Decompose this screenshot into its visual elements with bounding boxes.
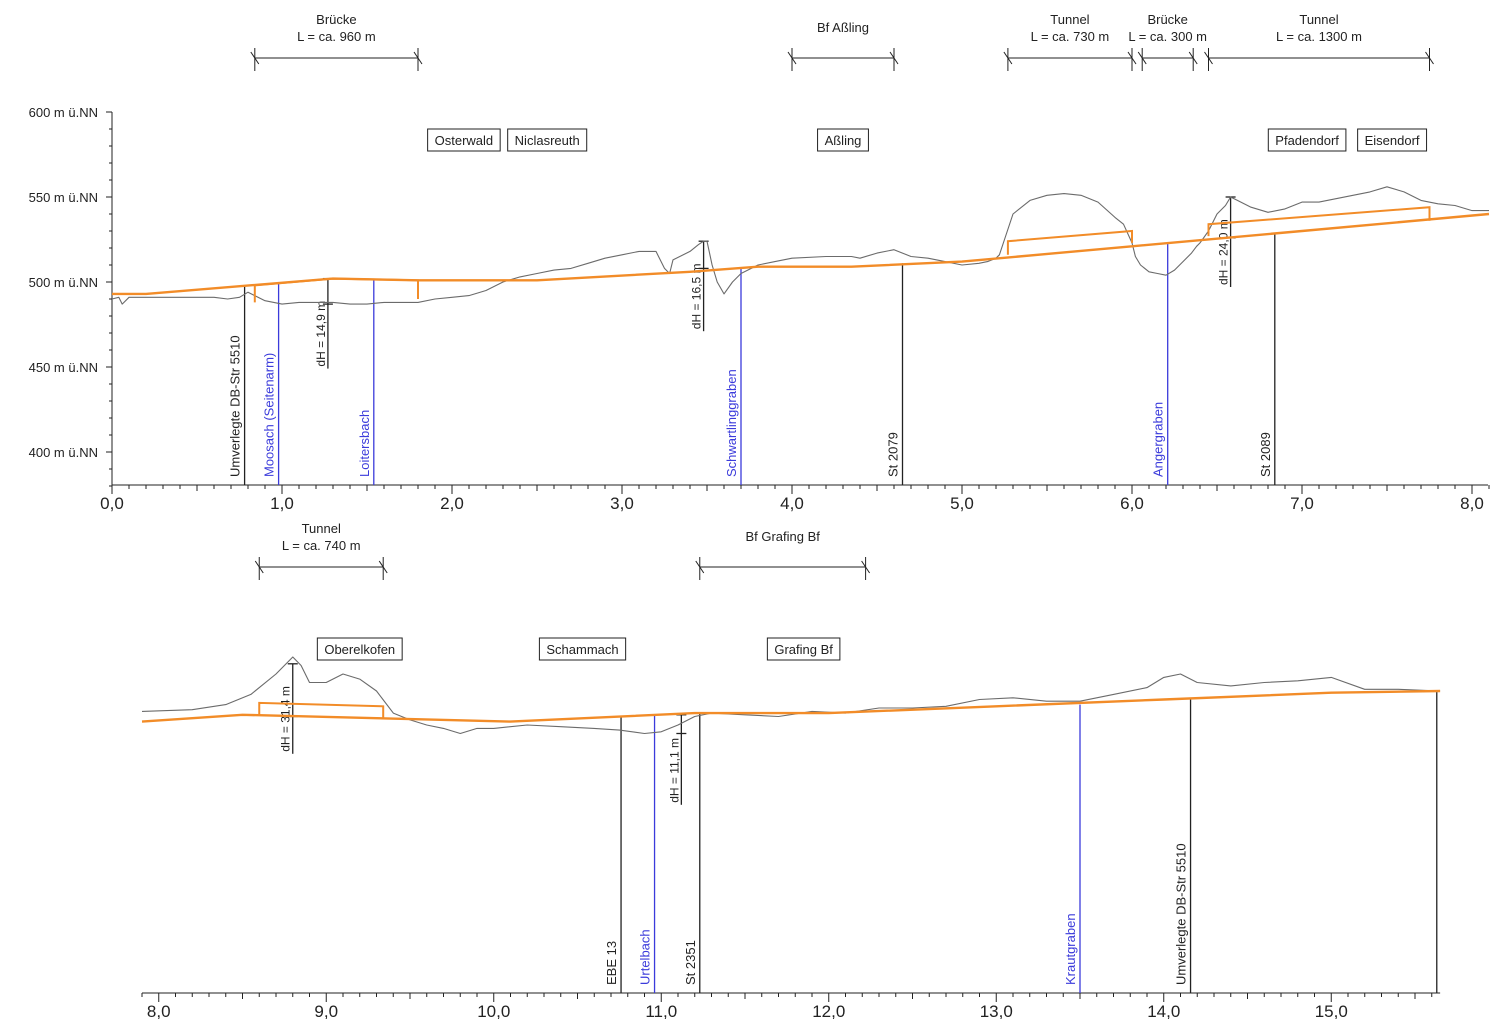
span-length: L = ca. 740 m [282, 538, 361, 553]
place-box [1357, 128, 1428, 152]
x-tick-label: 14,0 [1147, 1002, 1180, 1019]
place-box [316, 637, 403, 661]
span-label: Tunnel [1299, 12, 1338, 27]
crossing-label: EBE 13 [604, 941, 619, 985]
y-tick-label: 550 m ü.NN [29, 190, 98, 205]
span-end-slash [1204, 51, 1213, 65]
span-end-slash [250, 51, 260, 65]
crossing-label: St 2079 [886, 432, 901, 477]
span-length: L = ca. 1300 m [1276, 29, 1362, 44]
x-tick-label: 0,0 [100, 494, 124, 513]
x-tick-label: 5,0 [950, 494, 974, 513]
x-tick-label: 1,0 [270, 494, 294, 513]
place-label: Schammach [546, 642, 618, 657]
height-label: dH = 11,1 m [667, 738, 681, 803]
span-end-slash [378, 560, 388, 574]
span-label: Bf Aßling [817, 20, 869, 35]
span-end-slash [861, 560, 871, 574]
crossing-label: Umverlegte DB-Str 5510 [1174, 843, 1189, 985]
y-tick-label: 500 m ü.NN [29, 275, 98, 290]
panel-1: 0,0 1,0 2,0 3,0 4,0 5,0 6,0 7,0 8,0 600 m ü.NN 550… [29, 12, 1490, 513]
crossing-label: St 2351 [683, 940, 698, 985]
y-tick-label: 400 m ü.NN [29, 445, 98, 460]
crossing-label: Krautgraben [1063, 913, 1078, 985]
x-tick-label: 3,0 [610, 494, 634, 513]
tunnel-outline [258, 701, 385, 719]
tunnel-outline [1006, 229, 1133, 255]
span-end-slash [1003, 51, 1013, 65]
height-label: dH = 31,4 m [279, 686, 293, 752]
height-label: dH = 16,5 m [690, 263, 704, 329]
place-label: Oberelkofen [324, 642, 395, 657]
y-tick-label: 600 m ü.NN [29, 105, 98, 120]
span-end-slash [413, 51, 423, 65]
place-label: Niclasreuth [515, 133, 580, 148]
span-end-slash [889, 51, 899, 65]
place-box [817, 128, 869, 152]
panel-2: 8,0 9,0 10,0 11,0 12,0 13,0 14,0 15,0 EBE 13 Urte… [141, 521, 1441, 1019]
crossing-label: Angergraben [1151, 402, 1166, 477]
place-label: Osterwald [435, 133, 494, 148]
place-label: Pfadendorf [1275, 133, 1339, 148]
crossing-label: Schwartlinggraben [724, 369, 739, 477]
x-tick-label: 10,0 [477, 1002, 510, 1019]
crossing-label: Moosach (Seitenarm) [262, 353, 277, 477]
crossing-label: Umverlegte DB-Str 5510 [228, 335, 243, 477]
x-tick-label: 8,0 [1460, 494, 1484, 513]
x-tick-label: 4,0 [780, 494, 804, 513]
tunnel-outline [1207, 206, 1431, 237]
span-end-slash [695, 560, 705, 574]
x-tick-label: 2,0 [440, 494, 464, 513]
span-end-slash [1127, 51, 1137, 65]
place-box [1267, 128, 1347, 152]
span-length: L = ca. 960 m [297, 29, 376, 44]
bridge-outline [253, 277, 419, 303]
x-tick-label: 8,0 [147, 1002, 171, 1019]
place-box [538, 637, 627, 661]
span-label: Brücke [316, 12, 356, 27]
span-end-slash [1137, 51, 1147, 65]
span-end-slash [254, 560, 264, 574]
span-end-slash [1188, 51, 1198, 65]
place-box [507, 128, 588, 152]
track-line [112, 212, 1490, 296]
x-tick-label: 15,0 [1315, 1002, 1348, 1019]
height-label: dH = 14,9 m [314, 301, 328, 367]
y-tick-label: 450 m ü.NN [29, 360, 98, 375]
x-tick-label: 9,0 [314, 1002, 338, 1019]
span-end-slash [1425, 51, 1434, 65]
place-box [766, 637, 841, 661]
place-label: Aßling [825, 133, 862, 148]
span-label: Bf Grafing Bf [745, 529, 820, 544]
span-end-slash [787, 51, 797, 65]
span-length: L = ca. 730 m [1031, 29, 1110, 44]
span-label: Tunnel [1050, 12, 1089, 27]
crossing-label: Urtelbach [638, 929, 653, 985]
x-tick-label: 13,0 [980, 1002, 1013, 1019]
x-tick-label: 7,0 [1290, 494, 1314, 513]
terrain-line [141, 656, 1441, 735]
x-tick-label: 12,0 [812, 1002, 845, 1019]
span-label: Brücke [1147, 12, 1187, 27]
terrain-line [111, 186, 1489, 305]
crossing-label: Loitersbach [357, 410, 372, 477]
x-tick-label: 6,0 [1120, 494, 1144, 513]
x-tick-label: 11,0 [645, 1002, 677, 1019]
place-label: Grafing Bf [774, 642, 833, 657]
height-label: dH = 24,0 m [1217, 219, 1231, 285]
track-line [141, 689, 1441, 723]
place-label: Eisendorf [1365, 133, 1420, 148]
span-label: Tunnel [302, 521, 341, 536]
span-length: L = ca. 300 m [1128, 29, 1207, 44]
crossing-label: St 2089 [1258, 432, 1273, 477]
place-box [427, 128, 501, 152]
